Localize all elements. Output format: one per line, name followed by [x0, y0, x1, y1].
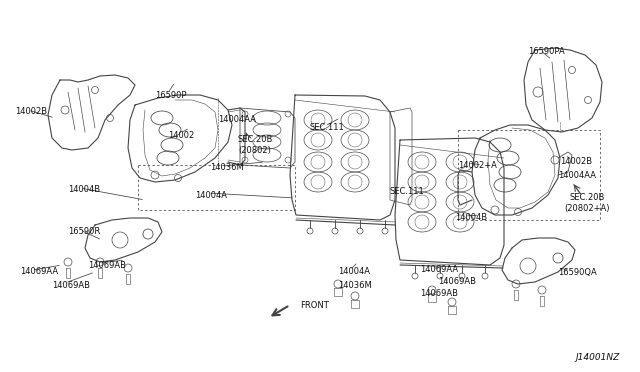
Text: 16590PA: 16590PA — [528, 48, 564, 57]
Text: 14004AA: 14004AA — [218, 115, 256, 125]
Text: 14004B: 14004B — [68, 186, 100, 195]
Text: 14069AA: 14069AA — [420, 266, 458, 275]
Text: 14002B: 14002B — [560, 157, 592, 167]
Text: 14004AA: 14004AA — [558, 170, 596, 180]
Text: SEC.111: SEC.111 — [310, 124, 345, 132]
Text: (20802): (20802) — [238, 145, 271, 154]
Text: 14069AB: 14069AB — [52, 280, 90, 289]
Text: 14002+A: 14002+A — [458, 160, 497, 170]
Text: SEC.20B: SEC.20B — [238, 135, 273, 144]
Text: 14069AB: 14069AB — [438, 278, 476, 286]
Text: FRONT: FRONT — [300, 301, 329, 310]
Text: 16590QA: 16590QA — [558, 267, 596, 276]
Text: 14036M: 14036M — [210, 164, 244, 173]
Text: 14002B: 14002B — [15, 108, 47, 116]
Text: SEC.20B: SEC.20B — [570, 193, 605, 202]
Text: 16590P: 16590P — [155, 90, 186, 99]
Text: 14004A: 14004A — [195, 190, 227, 199]
Text: 14069AB: 14069AB — [420, 289, 458, 298]
Text: 14036M: 14036M — [338, 280, 372, 289]
Text: 14004A: 14004A — [338, 267, 370, 276]
Text: 14004B: 14004B — [455, 214, 487, 222]
Text: 14069AA: 14069AA — [20, 267, 58, 276]
Text: SEC.111: SEC.111 — [390, 187, 425, 196]
Text: 16590R: 16590R — [68, 228, 100, 237]
Text: J14001NZ: J14001NZ — [576, 353, 620, 362]
Text: (20802+A): (20802+A) — [564, 203, 609, 212]
Text: 14002: 14002 — [168, 131, 195, 140]
Text: 14069AB: 14069AB — [88, 260, 126, 269]
